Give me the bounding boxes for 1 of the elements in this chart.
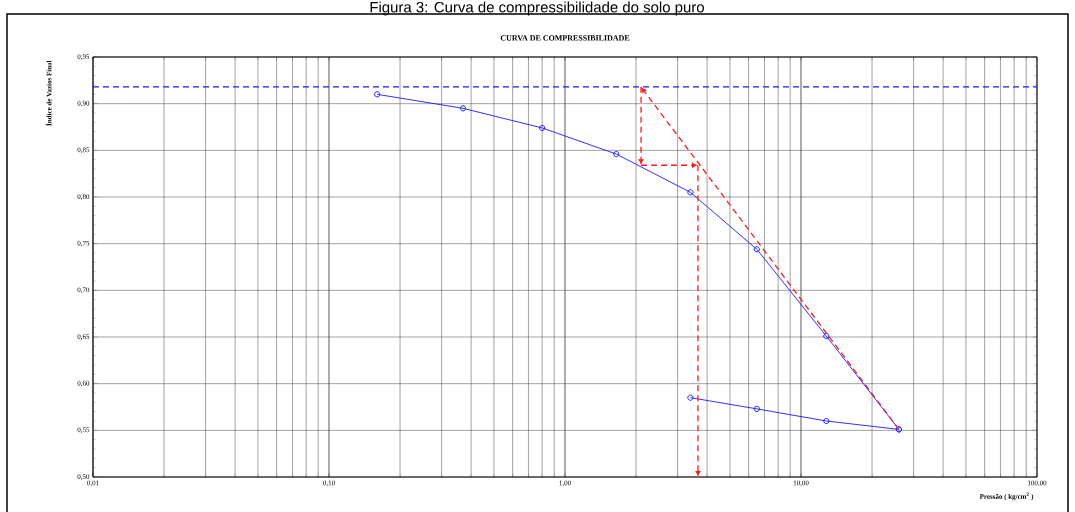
chart-title: Figura 3: Curva de compressibilidade do solo puro <box>370 1 704 16</box>
